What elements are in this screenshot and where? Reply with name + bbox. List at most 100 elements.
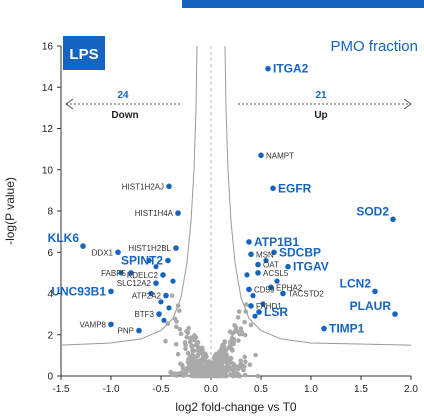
y-tick-label: 12 (42, 124, 54, 135)
background-point (190, 358, 196, 363)
down-label: Down (111, 110, 138, 121)
background-point (236, 309, 242, 314)
labeled-point (163, 292, 169, 299)
significant-point (170, 278, 176, 284)
background-point (163, 338, 168, 344)
labeled-point (321, 325, 327, 332)
background-point (210, 371, 216, 376)
background-point (222, 369, 228, 375)
background-point (214, 357, 219, 362)
labeled-point (258, 152, 264, 159)
labeled-point (166, 183, 172, 190)
significant-point (118, 270, 124, 276)
labeled-point (160, 272, 166, 278)
threshold-curve-right (224, 45, 412, 346)
chart-title: PMO fraction (330, 38, 418, 55)
point-label: FAHD1 (256, 302, 282, 311)
y-ticks: 0 2 4 6 8 10 12 14 16 (42, 42, 61, 383)
background-point (248, 322, 254, 328)
background-point (223, 373, 229, 379)
point-label: VAMP8 (79, 320, 106, 329)
up-arrow-head (403, 98, 412, 110)
background-point (226, 345, 232, 351)
y-tick-label: 0 (47, 372, 53, 383)
y-tick-label: 4 (47, 289, 53, 300)
point-label: DDX1 (92, 248, 114, 257)
background-point (255, 373, 261, 379)
background-point (177, 308, 182, 314)
point-label: ACSL5 (263, 269, 289, 278)
y-tick-label: 2 (47, 330, 53, 341)
labeled-point (136, 327, 142, 334)
background-point (165, 321, 171, 327)
background-point (241, 367, 246, 373)
background-point (186, 325, 191, 331)
background-point (243, 372, 248, 378)
background-point (243, 359, 248, 365)
background-point (236, 338, 241, 343)
down-count: 24 (117, 90, 129, 101)
background-point (178, 331, 184, 337)
labeled-point (255, 270, 261, 276)
background-point (191, 348, 197, 354)
background-point (195, 352, 201, 357)
significant-point (252, 313, 258, 319)
labeled-point (390, 216, 396, 223)
background-point (243, 309, 248, 314)
background-point (199, 362, 204, 368)
point-label: CD59 (254, 285, 275, 294)
labeled-point (128, 270, 134, 276)
point-label: BTF3 (134, 310, 154, 319)
labeled-point (175, 210, 181, 216)
background-point (238, 358, 243, 364)
background-point (185, 330, 191, 336)
background-point (175, 351, 181, 357)
labeled-point (268, 284, 274, 291)
background-point (187, 339, 193, 345)
point-label: PLAUR (350, 299, 392, 313)
background-point (201, 354, 206, 360)
y-tick-label: 8 (47, 207, 53, 218)
background-point (172, 371, 178, 377)
significant-point (274, 278, 280, 284)
labeled-point (246, 239, 252, 245)
background-point (242, 354, 247, 360)
background-point (238, 326, 244, 332)
background-point (228, 341, 233, 347)
background-point (221, 352, 226, 358)
labeled-point (80, 243, 86, 249)
background-point (181, 372, 187, 377)
labeled-point (153, 280, 159, 287)
background-point (230, 365, 236, 371)
labeled-point (165, 257, 171, 264)
background-point (185, 350, 191, 356)
significant-point (250, 293, 256, 299)
down-arrow-head (65, 98, 74, 110)
background-point (183, 342, 188, 348)
background-point (185, 360, 191, 365)
background-point (244, 302, 249, 307)
point-label: HIST1H4A (135, 209, 174, 218)
background-point (237, 331, 243, 337)
point-label: SOD2 (356, 204, 389, 218)
background-point (169, 293, 175, 298)
significant-point (161, 317, 167, 323)
background-point (201, 358, 206, 364)
background-point (230, 348, 235, 353)
background-point (196, 347, 202, 352)
background-point (216, 349, 222, 355)
x-tick-label: 2.0 (404, 384, 418, 395)
labeled-point (248, 251, 254, 258)
labeled-point (248, 303, 254, 309)
point-label: LCN2 (340, 276, 372, 290)
background-point (237, 362, 243, 368)
x-tick-label: 0.0 (204, 384, 218, 395)
x-tick-label: 0.5 (254, 384, 268, 395)
x-tick-label: -1.0 (102, 384, 120, 395)
y-tick-label: 14 (42, 83, 54, 94)
point-label: ATP2A2 (132, 292, 162, 301)
background-point (184, 368, 190, 374)
point-label: KLK6 (48, 231, 80, 245)
background-point (189, 335, 194, 340)
up-annotation: 21 Up (238, 90, 412, 121)
